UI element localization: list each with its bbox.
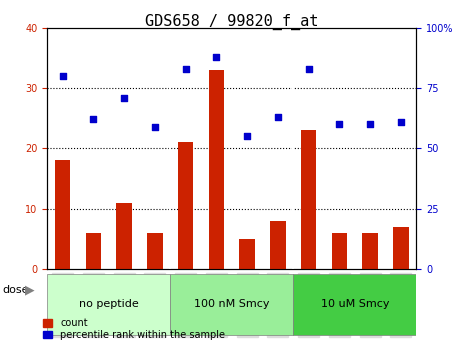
Point xyxy=(151,124,159,129)
Point xyxy=(274,114,282,120)
Text: dose: dose xyxy=(2,285,29,295)
Bar xyxy=(86,233,101,269)
Point xyxy=(120,95,128,100)
Point xyxy=(59,73,66,79)
Bar xyxy=(270,221,286,269)
Point xyxy=(243,134,251,139)
Point xyxy=(90,117,97,122)
Bar xyxy=(301,130,316,269)
Bar xyxy=(55,160,70,269)
Text: no peptide: no peptide xyxy=(79,299,139,308)
Text: GDS658 / 99820_f_at: GDS658 / 99820_f_at xyxy=(145,14,318,30)
Bar xyxy=(239,239,255,269)
Bar xyxy=(147,233,163,269)
Bar xyxy=(393,227,409,269)
Bar xyxy=(170,274,293,335)
Legend: count, percentile rank within the sample: count, percentile rank within the sample xyxy=(43,318,225,340)
Text: 10 uM Smcy: 10 uM Smcy xyxy=(321,299,389,308)
Bar xyxy=(47,274,170,335)
Bar xyxy=(293,274,416,335)
Bar xyxy=(209,70,224,269)
Bar xyxy=(332,233,347,269)
Text: 100 nM Smcy: 100 nM Smcy xyxy=(194,299,270,308)
Point xyxy=(366,121,374,127)
Bar xyxy=(116,203,132,269)
Bar xyxy=(362,233,378,269)
Point xyxy=(397,119,405,125)
Bar xyxy=(178,142,193,269)
Point xyxy=(182,66,189,71)
Point xyxy=(305,66,312,71)
Text: ▶: ▶ xyxy=(25,283,34,296)
Point xyxy=(336,121,343,127)
Point xyxy=(213,54,220,59)
